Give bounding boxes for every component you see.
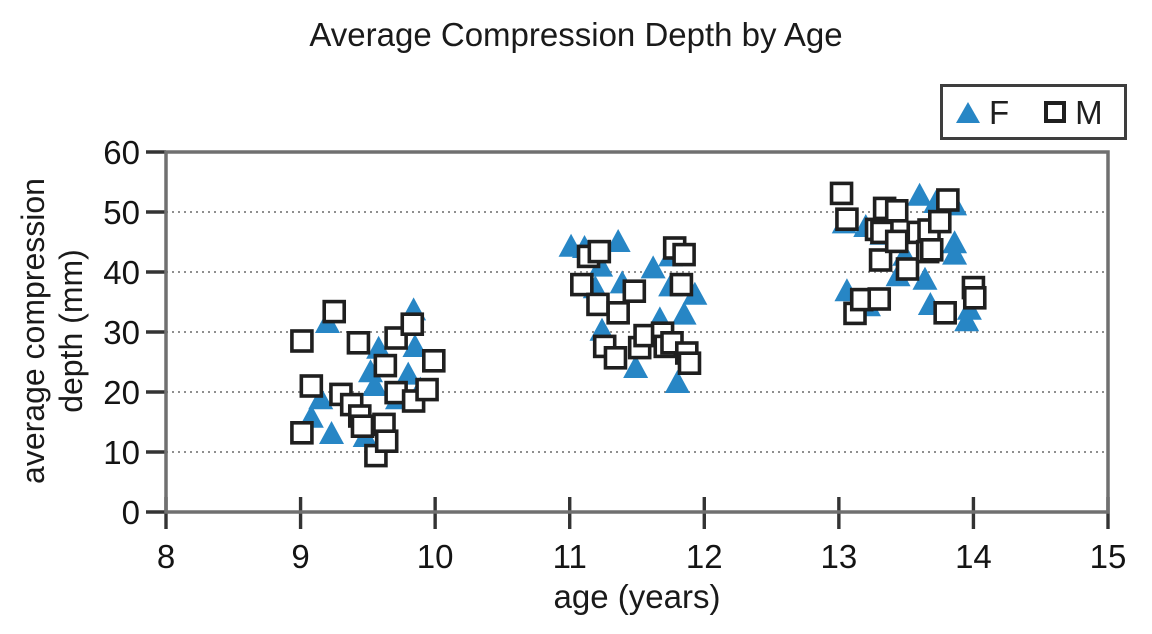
y-tick-label-60: 60	[103, 134, 140, 171]
point-m	[962, 285, 987, 310]
x-tick-label-13: 13	[820, 538, 857, 575]
frame-group	[164, 150, 1110, 514]
point-m	[884, 229, 909, 254]
point-m	[867, 287, 892, 311]
point-f	[605, 229, 631, 252]
y-tick-label-20: 20	[103, 374, 140, 411]
y-tick-label-0: 0	[122, 494, 140, 531]
point-m	[290, 420, 314, 445]
x-tick-label-15: 15	[1090, 538, 1127, 575]
point-m	[927, 209, 952, 234]
point-m	[895, 257, 920, 281]
legend-square-icon	[1044, 101, 1067, 123]
legend-label-f: F	[989, 93, 1010, 131]
y-tick-label-10: 10	[103, 434, 140, 471]
point-f	[623, 355, 649, 378]
point-f	[319, 421, 345, 444]
point-f	[907, 182, 933, 206]
point-m	[400, 312, 425, 337]
point-m	[622, 279, 647, 304]
point-m	[677, 351, 702, 376]
point-m	[669, 272, 694, 297]
point-m	[421, 348, 446, 373]
point-f	[366, 335, 392, 359]
point-m	[373, 353, 398, 378]
y-tick-label-30: 30	[103, 314, 140, 351]
point-m	[350, 414, 375, 439]
point-f	[942, 241, 968, 265]
point-m	[603, 345, 628, 370]
point-m	[346, 330, 371, 355]
point-m	[299, 374, 324, 398]
x-axis-title: age (years)	[553, 578, 721, 615]
legend-label-m: M	[1075, 93, 1103, 131]
series-m-group	[290, 181, 987, 468]
point-m	[919, 238, 944, 262]
point-f	[362, 373, 388, 396]
x-tick-label-9: 9	[291, 538, 309, 575]
point-m	[587, 239, 612, 264]
point-f	[402, 334, 428, 357]
point-f	[640, 255, 666, 279]
point-m	[606, 300, 630, 325]
x-tick-label-12: 12	[686, 538, 723, 575]
point-f	[395, 361, 421, 385]
point-m	[374, 429, 399, 454]
point-m	[884, 199, 909, 223]
point-m	[936, 188, 960, 212]
legend-triangle-icon	[956, 101, 980, 123]
point-f	[588, 253, 614, 277]
point-m	[835, 207, 859, 231]
legend: F M	[940, 84, 1127, 140]
point-m	[290, 329, 314, 353]
y-tick-label-40: 40	[103, 254, 140, 291]
plot-frame	[164, 150, 1110, 514]
point-m	[672, 242, 696, 267]
point-f	[664, 370, 690, 393]
point-m	[868, 248, 893, 272]
point-f	[912, 266, 938, 290]
x-tick-label-14: 14	[955, 538, 992, 575]
chart-title: Average Compression Depth by Age	[309, 16, 843, 53]
x-tick-label-11: 11	[553, 538, 587, 575]
point-m	[570, 272, 594, 297]
x-tick-label-10: 10	[417, 538, 454, 575]
point-m	[415, 377, 439, 402]
point-m	[586, 292, 610, 317]
point-m	[933, 300, 957, 325]
y-tick-label-50: 50	[103, 194, 140, 231]
point-f	[671, 301, 697, 325]
point-f	[682, 281, 708, 305]
point-m	[322, 299, 347, 324]
point-m	[829, 181, 854, 206]
x-tick-label-8: 8	[157, 538, 175, 575]
tick-labels-group: 0 10 20 30 40 50 60 8 9 10 11 12 13 14 15	[103, 134, 1126, 575]
